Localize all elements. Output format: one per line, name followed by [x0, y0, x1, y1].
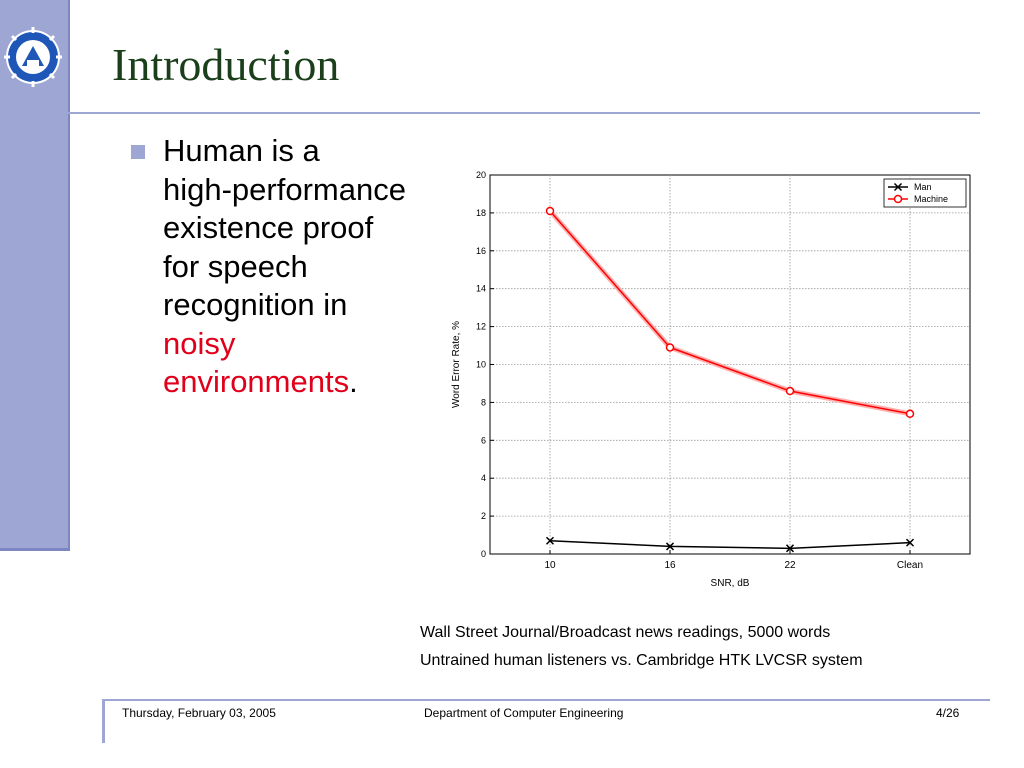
- data-point-machine: [545, 206, 555, 216]
- bullet-line-4: for speech: [163, 248, 308, 284]
- bullet-line-5: recognition in: [163, 287, 348, 322]
- x-tick-label: 16: [664, 560, 676, 571]
- bullet-line-7: environments.: [163, 363, 483, 402]
- y-tick-label: 4: [481, 473, 486, 483]
- series-line-man: [549, 539, 911, 550]
- bullet-line-6: noisy: [163, 325, 236, 361]
- x-tick-label: Clean: [897, 560, 923, 571]
- footer-page-number: 4/26: [936, 706, 960, 720]
- footer-divider: [102, 699, 990, 701]
- data-point-man: [905, 538, 915, 547]
- data-point-machine: [665, 343, 675, 352]
- x-axis-label: SNR, dB: [711, 578, 750, 589]
- y-tick-label: 12: [476, 322, 486, 332]
- footer-department: Department of Computer Engineering: [424, 706, 624, 720]
- data-point-man: [665, 542, 675, 551]
- caption-line-2: Untrained human listeners vs. Cambridge …: [420, 652, 863, 669]
- y-tick-label: 14: [476, 284, 486, 294]
- y-tick-label: 8: [481, 397, 486, 407]
- caption-line-1: Wall Street Journal/Broadcast news readi…: [420, 624, 831, 641]
- wer-chart: 0 2 4 6 8 10 12 14 16 18 20 10 16 22 Clean SNR, dB Word …: [451, 170, 971, 589]
- slide-title: Introduction: [112, 39, 340, 90]
- data-point-man: [785, 544, 795, 553]
- bullet-line-3: existence proof: [163, 210, 374, 245]
- data-point-machine: [905, 409, 915, 419]
- y-tick-label: 2: [481, 511, 486, 521]
- y-axis-label: Word Error Rate, %: [451, 321, 462, 408]
- y-tick-label: 18: [476, 208, 486, 218]
- x-tick-label: 22: [784, 560, 796, 571]
- university-logo: [4, 27, 62, 87]
- bullet-line-7-red: environments: [163, 364, 350, 399]
- y-tick-label: 0: [481, 549, 486, 559]
- bullet-line-7-tail: .: [349, 364, 358, 399]
- x-tick-label: 10: [544, 560, 556, 571]
- bullet-square-icon: [131, 145, 145, 159]
- y-tick-label: 10: [476, 360, 486, 370]
- legend-label-machine: Machine: [914, 194, 948, 204]
- left-accent-bar: [0, 0, 70, 551]
- bullet-line-2: high-performance: [163, 171, 406, 207]
- y-tick-label: 20: [476, 170, 486, 180]
- footer-date: Thursday, February 03, 2005: [122, 706, 276, 720]
- bullet-line-1: Human is a: [163, 133, 320, 168]
- bullet-text: Human is a high-performance existence pr…: [163, 132, 483, 402]
- footer-vertical-divider: [102, 699, 105, 743]
- y-tick-label: 6: [481, 435, 486, 445]
- series-line-machine: [549, 210, 911, 415]
- title-divider: [68, 112, 980, 114]
- data-point-man: [545, 536, 555, 545]
- data-point-machine: [785, 386, 795, 396]
- y-tick-label: 16: [476, 246, 486, 256]
- legend-label-man: Man: [914, 182, 932, 192]
- legend-marker-man: [893, 182, 903, 192]
- legend-marker-machine: [893, 194, 903, 204]
